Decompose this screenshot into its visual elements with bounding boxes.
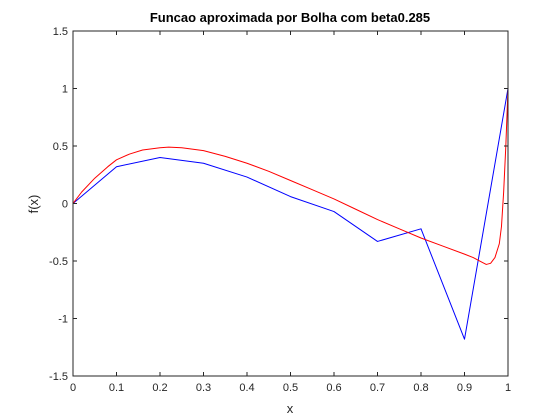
chart-title: Funcao aproximada por Bolha com beta0.28… — [150, 10, 430, 25]
x-tick-label: 0.8 — [413, 382, 428, 394]
x-tick-label: 0.5 — [283, 382, 298, 394]
y-tick-label: 0.5 — [53, 141, 68, 153]
x-tick-label: 0 — [70, 382, 76, 394]
series-line-blue — [73, 88, 508, 340]
plot-area — [73, 31, 508, 376]
x-tick-label: 0.2 — [152, 382, 167, 394]
y-tick-label: 0 — [62, 199, 68, 211]
x-tick-label: 0.6 — [326, 382, 341, 394]
y-tick-label: 1.5 — [53, 26, 68, 38]
y-tick-label: -1.5 — [49, 371, 68, 383]
plot-background — [73, 31, 508, 376]
y-tick-label: -1 — [58, 314, 68, 326]
y-axis-label: f(x) — [26, 195, 41, 214]
series-layer — [73, 88, 508, 340]
y-tick-label: 1 — [62, 84, 68, 96]
x-tick-label: 0.1 — [109, 382, 124, 394]
x-tick-label: 0.7 — [370, 382, 385, 394]
x-tick-label: 0.4 — [239, 382, 254, 394]
x-tick-label: 0.9 — [457, 382, 472, 394]
x-tick-label: 0.3 — [196, 382, 211, 394]
series-line-red — [73, 88, 508, 265]
x-tick-label: 1 — [505, 382, 511, 394]
y-tick-label: -0.5 — [49, 256, 68, 268]
axes-layer: 0 0.1 0.2 0.3 0.4 0.5 0.6 0.7 0.8 0.9 1 -1.5 -1 -0.5 0… — [49, 26, 511, 394]
x-axis-label: x — [287, 401, 294, 416]
